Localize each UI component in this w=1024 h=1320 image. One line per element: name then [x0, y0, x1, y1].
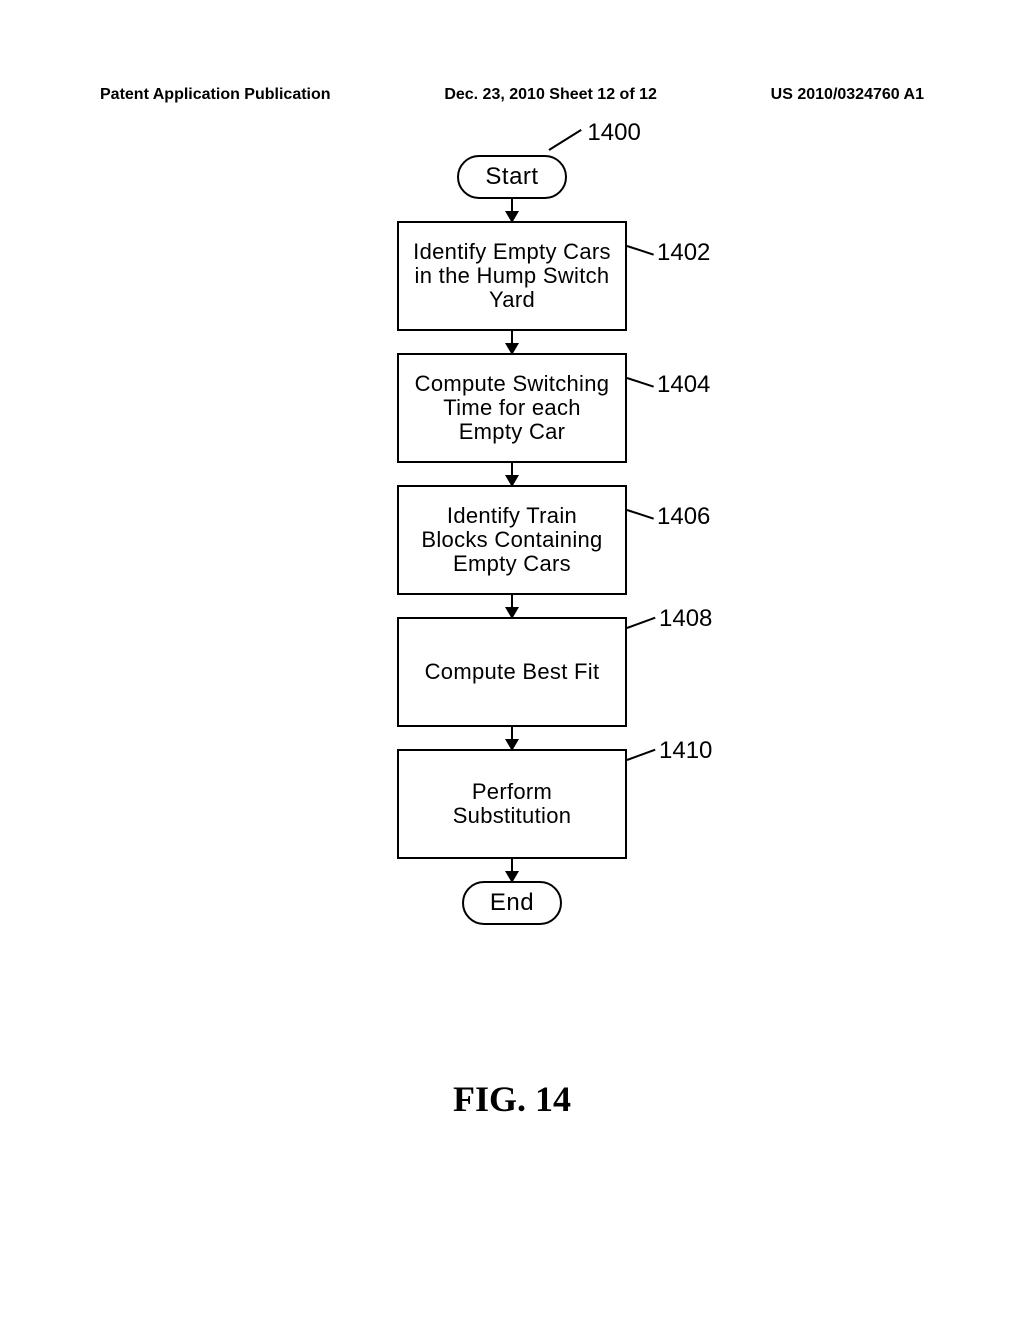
page-header: Patent Application Publication Dec. 23, …: [0, 86, 1024, 104]
ref-label-1404: 1404: [657, 371, 710, 399]
ref-label-1400: 1400: [587, 119, 640, 147]
process-text: Compute Switching Time for each Empty Ca…: [415, 372, 610, 445]
arrow: [511, 199, 514, 221]
ref-label-1410: 1410: [659, 737, 712, 765]
ref-lead-1410: [627, 749, 656, 761]
process-text: Identify Train Blocks Containing Empty C…: [421, 504, 602, 577]
arrow: [511, 595, 514, 617]
process-text: Identify Empty Cars in the Hump Switch Y…: [413, 240, 611, 313]
process-text: Compute Best Fit: [425, 660, 600, 684]
flowchart: Start 1400 Identify Empty Cars in the Hu…: [0, 155, 1024, 925]
process-identify-empty-cars: Identify Empty Cars in the Hump Switch Y…: [397, 221, 627, 331]
ref-lead-1404: [627, 377, 654, 388]
arrow: [511, 463, 514, 485]
ref-label-1408: 1408: [659, 605, 712, 633]
figure-caption: FIG. 14: [0, 1078, 1024, 1120]
arrow: [511, 727, 514, 749]
process-compute-switching-time: Compute Switching Time for each Empty Ca…: [397, 353, 627, 463]
header-date-sheet: Dec. 23, 2010 Sheet 12 of 12: [444, 86, 657, 104]
arrow: [511, 859, 514, 881]
ref-lead-1406: [627, 509, 654, 520]
start-terminal: Start: [457, 155, 566, 199]
process-compute-best-fit: Compute Best Fit: [397, 617, 627, 727]
ref-label-1402: 1402: [657, 239, 710, 267]
ref-lead-1400: [549, 129, 582, 151]
header-publication: Patent Application Publication: [100, 86, 331, 104]
process-perform-substitution: Perform Substitution: [397, 749, 627, 859]
header-patent-number: US 2010/0324760 A1: [771, 86, 924, 104]
process-identify-train-blocks: Identify Train Blocks Containing Empty C…: [397, 485, 627, 595]
ref-lead-1402: [627, 245, 654, 256]
ref-lead-1408: [627, 617, 656, 629]
process-text: Perform Substitution: [453, 780, 572, 828]
end-terminal: End: [462, 881, 562, 925]
ref-label-1406: 1406: [657, 503, 710, 531]
arrow: [511, 331, 514, 353]
